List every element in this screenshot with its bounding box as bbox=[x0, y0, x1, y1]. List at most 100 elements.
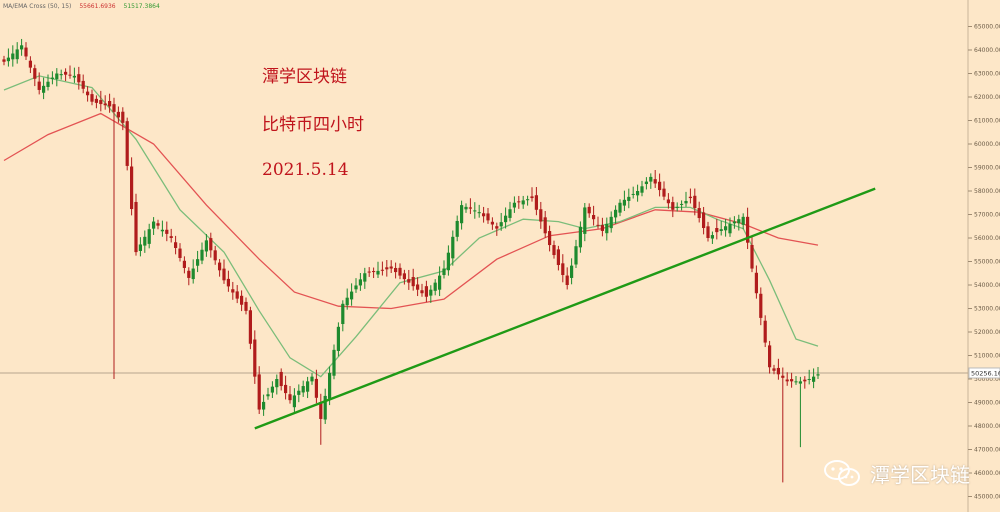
candle-body bbox=[90, 94, 94, 102]
candle-body bbox=[270, 386, 274, 393]
candle-body bbox=[464, 206, 468, 210]
candle-body bbox=[301, 386, 305, 393]
candle-body bbox=[59, 74, 63, 76]
candle-body bbox=[314, 378, 318, 398]
candle-body bbox=[688, 196, 692, 199]
price-axis-label: 46000.00 bbox=[974, 470, 1000, 477]
ma-fast-line bbox=[3, 75, 819, 378]
candle-body bbox=[596, 224, 600, 226]
candle-body bbox=[112, 104, 116, 112]
candle-body bbox=[754, 272, 758, 294]
candle-body bbox=[213, 250, 217, 261]
candle-body bbox=[614, 209, 618, 218]
candle-body bbox=[583, 207, 587, 234]
candle-body bbox=[570, 265, 574, 278]
candle-body bbox=[72, 75, 76, 78]
candle-body bbox=[200, 249, 204, 261]
candle-body bbox=[649, 176, 653, 182]
candle-body bbox=[37, 81, 41, 90]
candle-body bbox=[644, 181, 648, 185]
candle-body bbox=[358, 279, 362, 286]
candle-body bbox=[240, 295, 244, 305]
candle-body bbox=[341, 303, 345, 325]
candle-body bbox=[319, 402, 323, 419]
candle-body bbox=[587, 206, 591, 214]
candle-body bbox=[666, 199, 670, 204]
candle-body bbox=[574, 246, 578, 265]
candle-body bbox=[433, 282, 437, 291]
candle-body bbox=[310, 376, 314, 382]
candle-body bbox=[407, 279, 411, 283]
candle-body bbox=[790, 379, 794, 382]
price-axis-label: 58000.00 bbox=[974, 188, 1000, 195]
candle-body bbox=[719, 229, 723, 231]
candle-body bbox=[816, 374, 820, 376]
watermark-text: 潭学区块链 bbox=[870, 462, 970, 487]
price-axis-label: 45000.00 bbox=[974, 494, 1000, 501]
candle-body bbox=[332, 349, 336, 376]
candle-body bbox=[55, 73, 59, 80]
candle-body bbox=[297, 390, 301, 395]
candle-body bbox=[130, 166, 134, 210]
candle-body bbox=[411, 277, 415, 287]
price-axis-label: 63000.00 bbox=[974, 71, 1000, 78]
candle-body bbox=[81, 80, 85, 89]
candle-body bbox=[561, 263, 565, 276]
candle-body bbox=[776, 367, 780, 375]
price-axis-label: 52000.00 bbox=[974, 329, 1000, 336]
price-axis-label: 59000.00 bbox=[974, 165, 1000, 172]
candle-body bbox=[367, 271, 371, 273]
candle-body bbox=[429, 289, 433, 296]
candle-body bbox=[653, 179, 657, 184]
candle-body bbox=[785, 379, 789, 382]
candle-body bbox=[732, 221, 736, 224]
candle-body bbox=[196, 259, 200, 266]
candle-body bbox=[504, 215, 508, 223]
candle-body bbox=[658, 181, 662, 191]
candle-body bbox=[609, 216, 613, 229]
candle-body bbox=[336, 326, 340, 351]
candle-body bbox=[798, 381, 802, 384]
candle-body bbox=[715, 228, 719, 233]
candle-body bbox=[187, 270, 191, 278]
candle-body bbox=[482, 213, 486, 217]
candle-body bbox=[86, 91, 90, 96]
candle-body bbox=[152, 221, 156, 229]
candle-body bbox=[165, 229, 169, 234]
candle-body bbox=[455, 220, 459, 237]
candle-body bbox=[147, 229, 151, 244]
candle-body bbox=[424, 286, 428, 297]
candle-body bbox=[565, 275, 569, 285]
candle-body bbox=[262, 401, 266, 410]
price-axis-label: 64000.00 bbox=[974, 47, 1000, 54]
candle-body bbox=[486, 213, 490, 221]
candle-body bbox=[345, 297, 349, 306]
candle-body bbox=[288, 394, 292, 401]
candle-body bbox=[125, 121, 129, 166]
candle-body bbox=[693, 195, 697, 209]
candle-body bbox=[473, 210, 477, 212]
candle-body bbox=[737, 219, 741, 224]
candle-body bbox=[103, 103, 107, 106]
candle-body bbox=[556, 249, 560, 266]
candle-body bbox=[121, 111, 125, 123]
candle-body bbox=[204, 240, 208, 252]
candle-body bbox=[275, 379, 279, 388]
candle-body bbox=[231, 289, 235, 293]
candle-body bbox=[68, 74, 72, 76]
candle-body bbox=[490, 221, 494, 225]
candle-body bbox=[174, 242, 178, 248]
candle-body bbox=[746, 216, 750, 243]
price-axis-label: 51000.00 bbox=[974, 353, 1000, 360]
candle-body bbox=[257, 374, 261, 410]
candle-body bbox=[420, 290, 424, 294]
candle-body bbox=[279, 371, 283, 387]
candle-body bbox=[499, 222, 503, 227]
candle-body bbox=[807, 379, 811, 380]
indicator-label: MA/EMA Cross (50, 15) bbox=[3, 3, 72, 10]
price-axis-label: 65000.00 bbox=[974, 24, 1000, 31]
candle-body bbox=[675, 206, 679, 208]
candle-body bbox=[244, 301, 248, 311]
